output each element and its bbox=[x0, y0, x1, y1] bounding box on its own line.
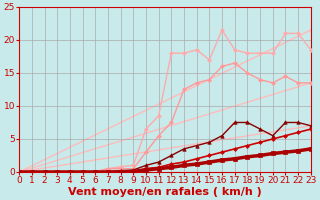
X-axis label: Vent moyen/en rafales ( km/h ): Vent moyen/en rafales ( km/h ) bbox=[68, 187, 262, 197]
